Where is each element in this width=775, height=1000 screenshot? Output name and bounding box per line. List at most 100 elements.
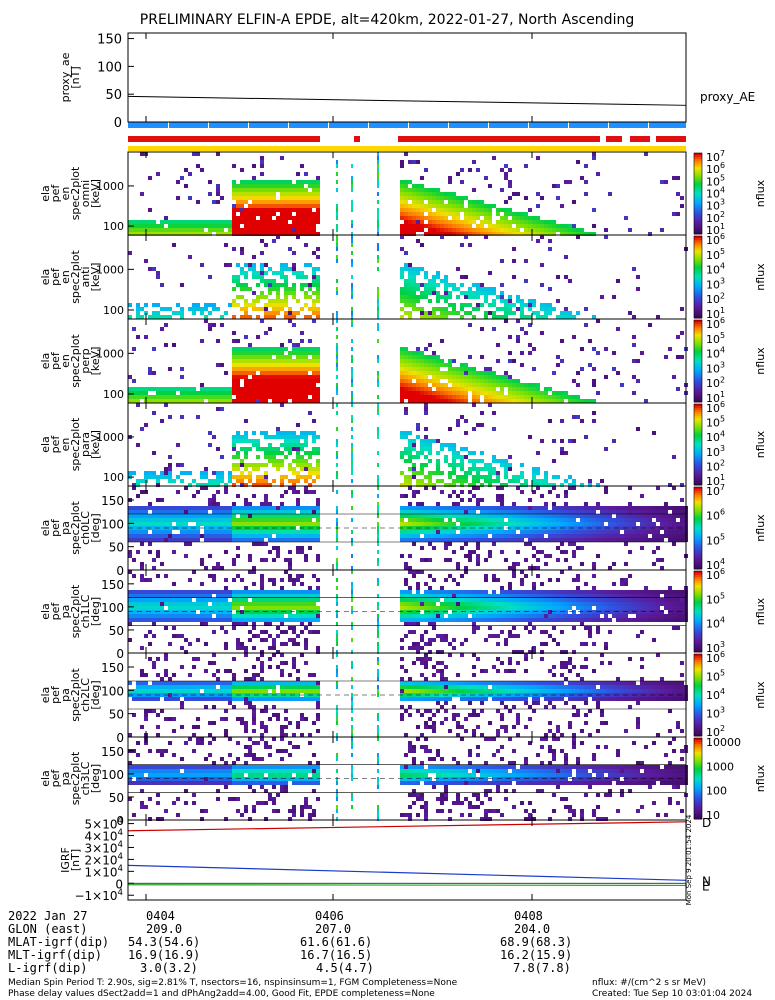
heatmap-cell xyxy=(452,502,456,506)
heatmap-cell xyxy=(460,367,464,371)
heatmap-cell xyxy=(252,176,256,180)
heatmap-cell xyxy=(176,522,180,526)
heatmap-cell xyxy=(236,275,240,279)
heatmap-cell xyxy=(296,375,300,379)
heatmap-cell xyxy=(472,307,476,311)
heatmap-cell xyxy=(472,232,476,236)
heatmap-cell xyxy=(488,483,492,487)
heatmap-cell xyxy=(196,483,200,487)
heatmap-cell xyxy=(160,419,164,423)
heatmap-cell xyxy=(588,510,592,514)
heatmap-cell xyxy=(200,224,204,228)
heatmap-cell xyxy=(232,347,236,351)
heatmap-cell xyxy=(516,510,520,514)
heatmap-cell xyxy=(488,391,492,395)
heatmap-cell xyxy=(444,311,448,315)
heatmap-cell xyxy=(456,208,460,212)
heatmap-cell xyxy=(536,383,540,387)
status-bar-tick xyxy=(328,122,329,128)
heatmap-cell xyxy=(284,506,288,510)
colorbar-cell xyxy=(694,179,702,182)
heatmap-cell xyxy=(192,152,196,156)
heatmap-cell xyxy=(276,395,280,399)
heatmap-cell xyxy=(304,379,308,383)
heatmap-cell xyxy=(652,534,656,538)
heatmap-cell xyxy=(460,538,464,542)
colorbar-cell xyxy=(694,183,702,186)
heatmap-cell xyxy=(492,455,496,459)
heatmap-cell xyxy=(528,323,532,327)
heatmap-cell xyxy=(224,232,228,236)
heatmap-cell xyxy=(472,160,476,164)
heatmap-cell xyxy=(264,530,268,534)
heatmap-cell xyxy=(377,514,379,518)
heatmap-cell xyxy=(252,590,256,594)
heatmap-cell xyxy=(460,363,464,367)
heatmap-cell xyxy=(584,530,588,534)
heatmap-cell xyxy=(580,347,584,351)
heatmap-cell xyxy=(292,443,296,447)
heatmap-cell xyxy=(612,534,616,538)
heatmap-cell xyxy=(416,371,420,375)
heatmap-cell xyxy=(460,228,464,232)
heatmap-cell xyxy=(232,399,236,403)
heatmap-cell xyxy=(564,514,568,518)
heatmap-cell xyxy=(336,439,338,443)
heatmap-cell xyxy=(148,506,152,510)
heatmap-cell xyxy=(460,243,464,247)
heatmap-cell xyxy=(412,534,416,538)
heatmap-cell xyxy=(168,530,172,534)
heatmap-cell xyxy=(240,435,244,439)
heatmap-cell xyxy=(404,530,408,534)
heatmap-cell xyxy=(236,204,240,208)
heatmap-cell xyxy=(160,602,164,606)
heatmap-cell xyxy=(188,642,192,646)
heatmap-cell xyxy=(316,275,320,279)
heatmap-cell xyxy=(180,479,184,483)
heatmap-cell xyxy=(424,486,428,490)
heatmap-cell xyxy=(640,514,644,518)
heatmap-cell xyxy=(672,212,676,216)
heatmap-cell xyxy=(312,283,316,287)
heatmap-cell xyxy=(284,299,288,303)
heatmap-cell xyxy=(132,228,136,232)
heatmap-cell xyxy=(564,522,568,526)
heatmap-cell xyxy=(156,510,160,514)
heatmap-cell xyxy=(580,232,584,236)
heatmap-cell xyxy=(472,379,476,383)
heatmap-cell xyxy=(520,490,524,494)
heatmap-cell xyxy=(676,506,680,510)
heatmap-cell xyxy=(148,228,152,232)
heatmap-cell xyxy=(351,283,353,287)
heatmap-cell xyxy=(432,506,436,510)
heatmap-cell xyxy=(632,335,636,339)
heatmap-cell xyxy=(144,610,148,614)
y-axis-label: pef xyxy=(49,351,62,370)
heatmap-cell xyxy=(336,287,338,291)
heatmap-cell xyxy=(516,192,520,196)
heatmap-cell xyxy=(300,550,304,554)
heatmap-cell xyxy=(224,395,228,399)
heatmap-cell xyxy=(512,479,516,483)
heatmap-cell xyxy=(540,522,544,526)
heatmap-cell xyxy=(592,518,596,522)
heatmap-cell xyxy=(628,506,632,510)
colorbar-cell xyxy=(694,258,702,262)
heatmap-cell xyxy=(160,315,164,319)
heatmap-cell xyxy=(648,514,652,518)
heatmap-cell xyxy=(292,514,296,518)
heatmap-cell xyxy=(128,514,132,518)
heatmap-cell xyxy=(528,542,532,546)
heatmap-cell xyxy=(224,526,228,530)
heatmap-cell xyxy=(224,642,228,646)
heatmap-cell xyxy=(556,275,560,279)
heatmap-cell xyxy=(288,562,292,566)
heatmap-cell xyxy=(552,486,556,490)
heatmap-cell xyxy=(444,375,448,379)
colorbar-cell xyxy=(694,236,702,239)
colorbar-label: nflux xyxy=(754,347,767,375)
heatmap-cell xyxy=(436,467,440,471)
heatmap-cell xyxy=(412,208,416,212)
heatmap-cell xyxy=(300,228,304,232)
heatmap-cell xyxy=(492,542,496,546)
